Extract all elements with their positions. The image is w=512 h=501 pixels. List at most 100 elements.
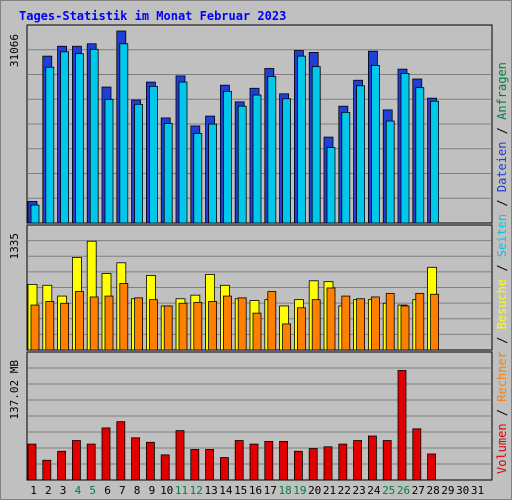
x-tick-label: 10 xyxy=(160,484,173,497)
x-tick-label: 1 xyxy=(30,484,37,497)
y-max-label-top: 31066 xyxy=(8,34,21,67)
legend-entry-rechner: Rechner xyxy=(495,351,509,402)
x-tick-label: 30 xyxy=(456,484,469,497)
x-tick-label: 11 xyxy=(175,484,188,497)
bar-volumen-day-6 xyxy=(101,427,111,481)
bar-dateien-day-27 xyxy=(415,87,425,224)
bar-rechner-day-1 xyxy=(30,304,40,351)
x-tick-label: 2 xyxy=(45,484,52,497)
bar-dateien-day-7 xyxy=(119,43,129,224)
bar-volumen-day-1 xyxy=(27,443,37,481)
bar-volumen-day-11 xyxy=(175,430,185,481)
bar-dateien-day-21 xyxy=(326,147,336,224)
bar-rechner-day-24 xyxy=(370,296,380,351)
bar-dateien-day-18 xyxy=(282,98,292,224)
bar-rechner-day-19 xyxy=(296,307,306,351)
bar-volumen-day-10 xyxy=(160,454,170,481)
chart-title: Tages-Statistik im Monat Februar 2023 xyxy=(19,9,286,23)
bar-volumen-day-15 xyxy=(234,440,244,481)
x-tick-label: 21 xyxy=(323,484,336,497)
x-tick-label: 29 xyxy=(441,484,454,497)
bar-rechner-day-9 xyxy=(148,299,158,351)
bar-rechner-day-28 xyxy=(430,293,440,351)
legend-entry-seiten: Seiten xyxy=(495,214,509,257)
bar-rechner-day-12 xyxy=(193,301,203,351)
x-tick-label: 17 xyxy=(264,484,277,497)
legend-entry-dateien: Dateien xyxy=(495,142,509,193)
y-max-label-bottom: 137.02 MB xyxy=(8,360,21,420)
legend-entry-volumen: Volumen xyxy=(495,423,509,474)
bar-rechner-day-4 xyxy=(75,291,84,351)
bar-dateien-day-4 xyxy=(75,53,84,224)
bar-volumen-day-25 xyxy=(382,440,392,481)
bar-dateien-day-16 xyxy=(252,94,262,224)
y-max-label-middle: 1335 xyxy=(8,233,21,260)
bar-dateien-day-13 xyxy=(208,123,218,224)
legend-entry-anfragen: Anfragen xyxy=(495,62,509,120)
chart-panels xyxy=(26,24,493,481)
bar-dateien-day-3 xyxy=(60,51,69,224)
bar-volumen-day-4 xyxy=(72,440,81,481)
x-tick-label: 4 xyxy=(75,484,82,497)
x-tick-label: 7 xyxy=(119,484,126,497)
bar-volumen-day-5 xyxy=(86,443,96,481)
bar-dateien-day-8 xyxy=(134,103,144,224)
x-tick-label: 19 xyxy=(293,484,306,497)
bar-volumen-day-21 xyxy=(323,446,333,481)
bar-dateien-day-6 xyxy=(104,98,114,224)
bar-dateien-day-26 xyxy=(400,73,410,224)
bar-volumen-day-3 xyxy=(57,450,66,481)
bar-rechner-day-16 xyxy=(252,312,262,351)
bar-rechner-day-22 xyxy=(341,295,351,351)
x-tick-label: 20 xyxy=(308,484,321,497)
bar-volumen-day-27 xyxy=(412,428,422,481)
bar-rechner-day-25 xyxy=(385,292,395,351)
y-axis-labels: 31066 1335 137.02 MB xyxy=(8,34,21,420)
x-axis-labels: 1 2 3 4 5 6 7 8 9 10 11 12 13 14 15 16 17 18 19 20 21 22 23 24 2… xyxy=(30,484,484,497)
bar-dateien-day-5 xyxy=(89,48,99,224)
x-tick-label: 9 xyxy=(149,484,156,497)
bar-dateien-day-12 xyxy=(193,132,203,224)
bar-rechner-day-14 xyxy=(222,295,232,351)
legend-separator: / xyxy=(495,402,509,424)
legend-entry-besuche: Besuche xyxy=(495,279,509,330)
legend-separator: / xyxy=(495,329,509,351)
bar-rechner-day-7 xyxy=(119,283,129,351)
bar-rechner-day-21 xyxy=(326,287,336,351)
bar-volumen-day-20 xyxy=(308,448,318,481)
x-tick-label: 14 xyxy=(219,484,233,497)
x-tick-label: 25 xyxy=(382,484,395,497)
bar-dateien-day-1 xyxy=(30,204,40,224)
chart-bars xyxy=(27,30,440,481)
bar-dateien-day-25 xyxy=(385,120,395,224)
bar-rechner-day-27 xyxy=(415,292,425,351)
bar-rechner-day-15 xyxy=(237,297,247,351)
bar-dateien-day-28 xyxy=(430,100,440,224)
bar-rechner-day-5 xyxy=(89,296,99,351)
bar-dateien-day-11 xyxy=(178,81,188,224)
legend-separator: / xyxy=(495,120,509,142)
bar-rechner-day-8 xyxy=(134,297,144,351)
bar-volumen-day-14 xyxy=(219,457,229,481)
bar-rechner-day-10 xyxy=(163,305,173,351)
bar-volumen-day-7 xyxy=(116,421,126,481)
legend-separator: / xyxy=(495,257,509,279)
bar-rechner-day-18 xyxy=(282,323,292,351)
bar-rechner-day-3 xyxy=(60,302,69,351)
legend: Volumen / Rechner / Besuche / Seiten / D… xyxy=(495,62,509,474)
bar-dateien-day-10 xyxy=(163,123,173,224)
bar-dateien-day-17 xyxy=(267,76,277,224)
bar-volumen-day-9 xyxy=(145,441,155,481)
bar-volumen-day-26 xyxy=(397,370,407,481)
bar-rechner-day-11 xyxy=(178,302,188,351)
x-tick-label: 23 xyxy=(352,484,365,497)
x-tick-label: 18 xyxy=(278,484,291,497)
x-tick-label: 26 xyxy=(397,484,410,497)
x-tick-label: 28 xyxy=(426,484,439,497)
bar-volumen-day-22 xyxy=(338,443,348,481)
bar-rechner-day-23 xyxy=(356,298,366,351)
bar-volumen-day-28 xyxy=(427,453,437,481)
bar-volumen-day-24 xyxy=(367,435,377,481)
